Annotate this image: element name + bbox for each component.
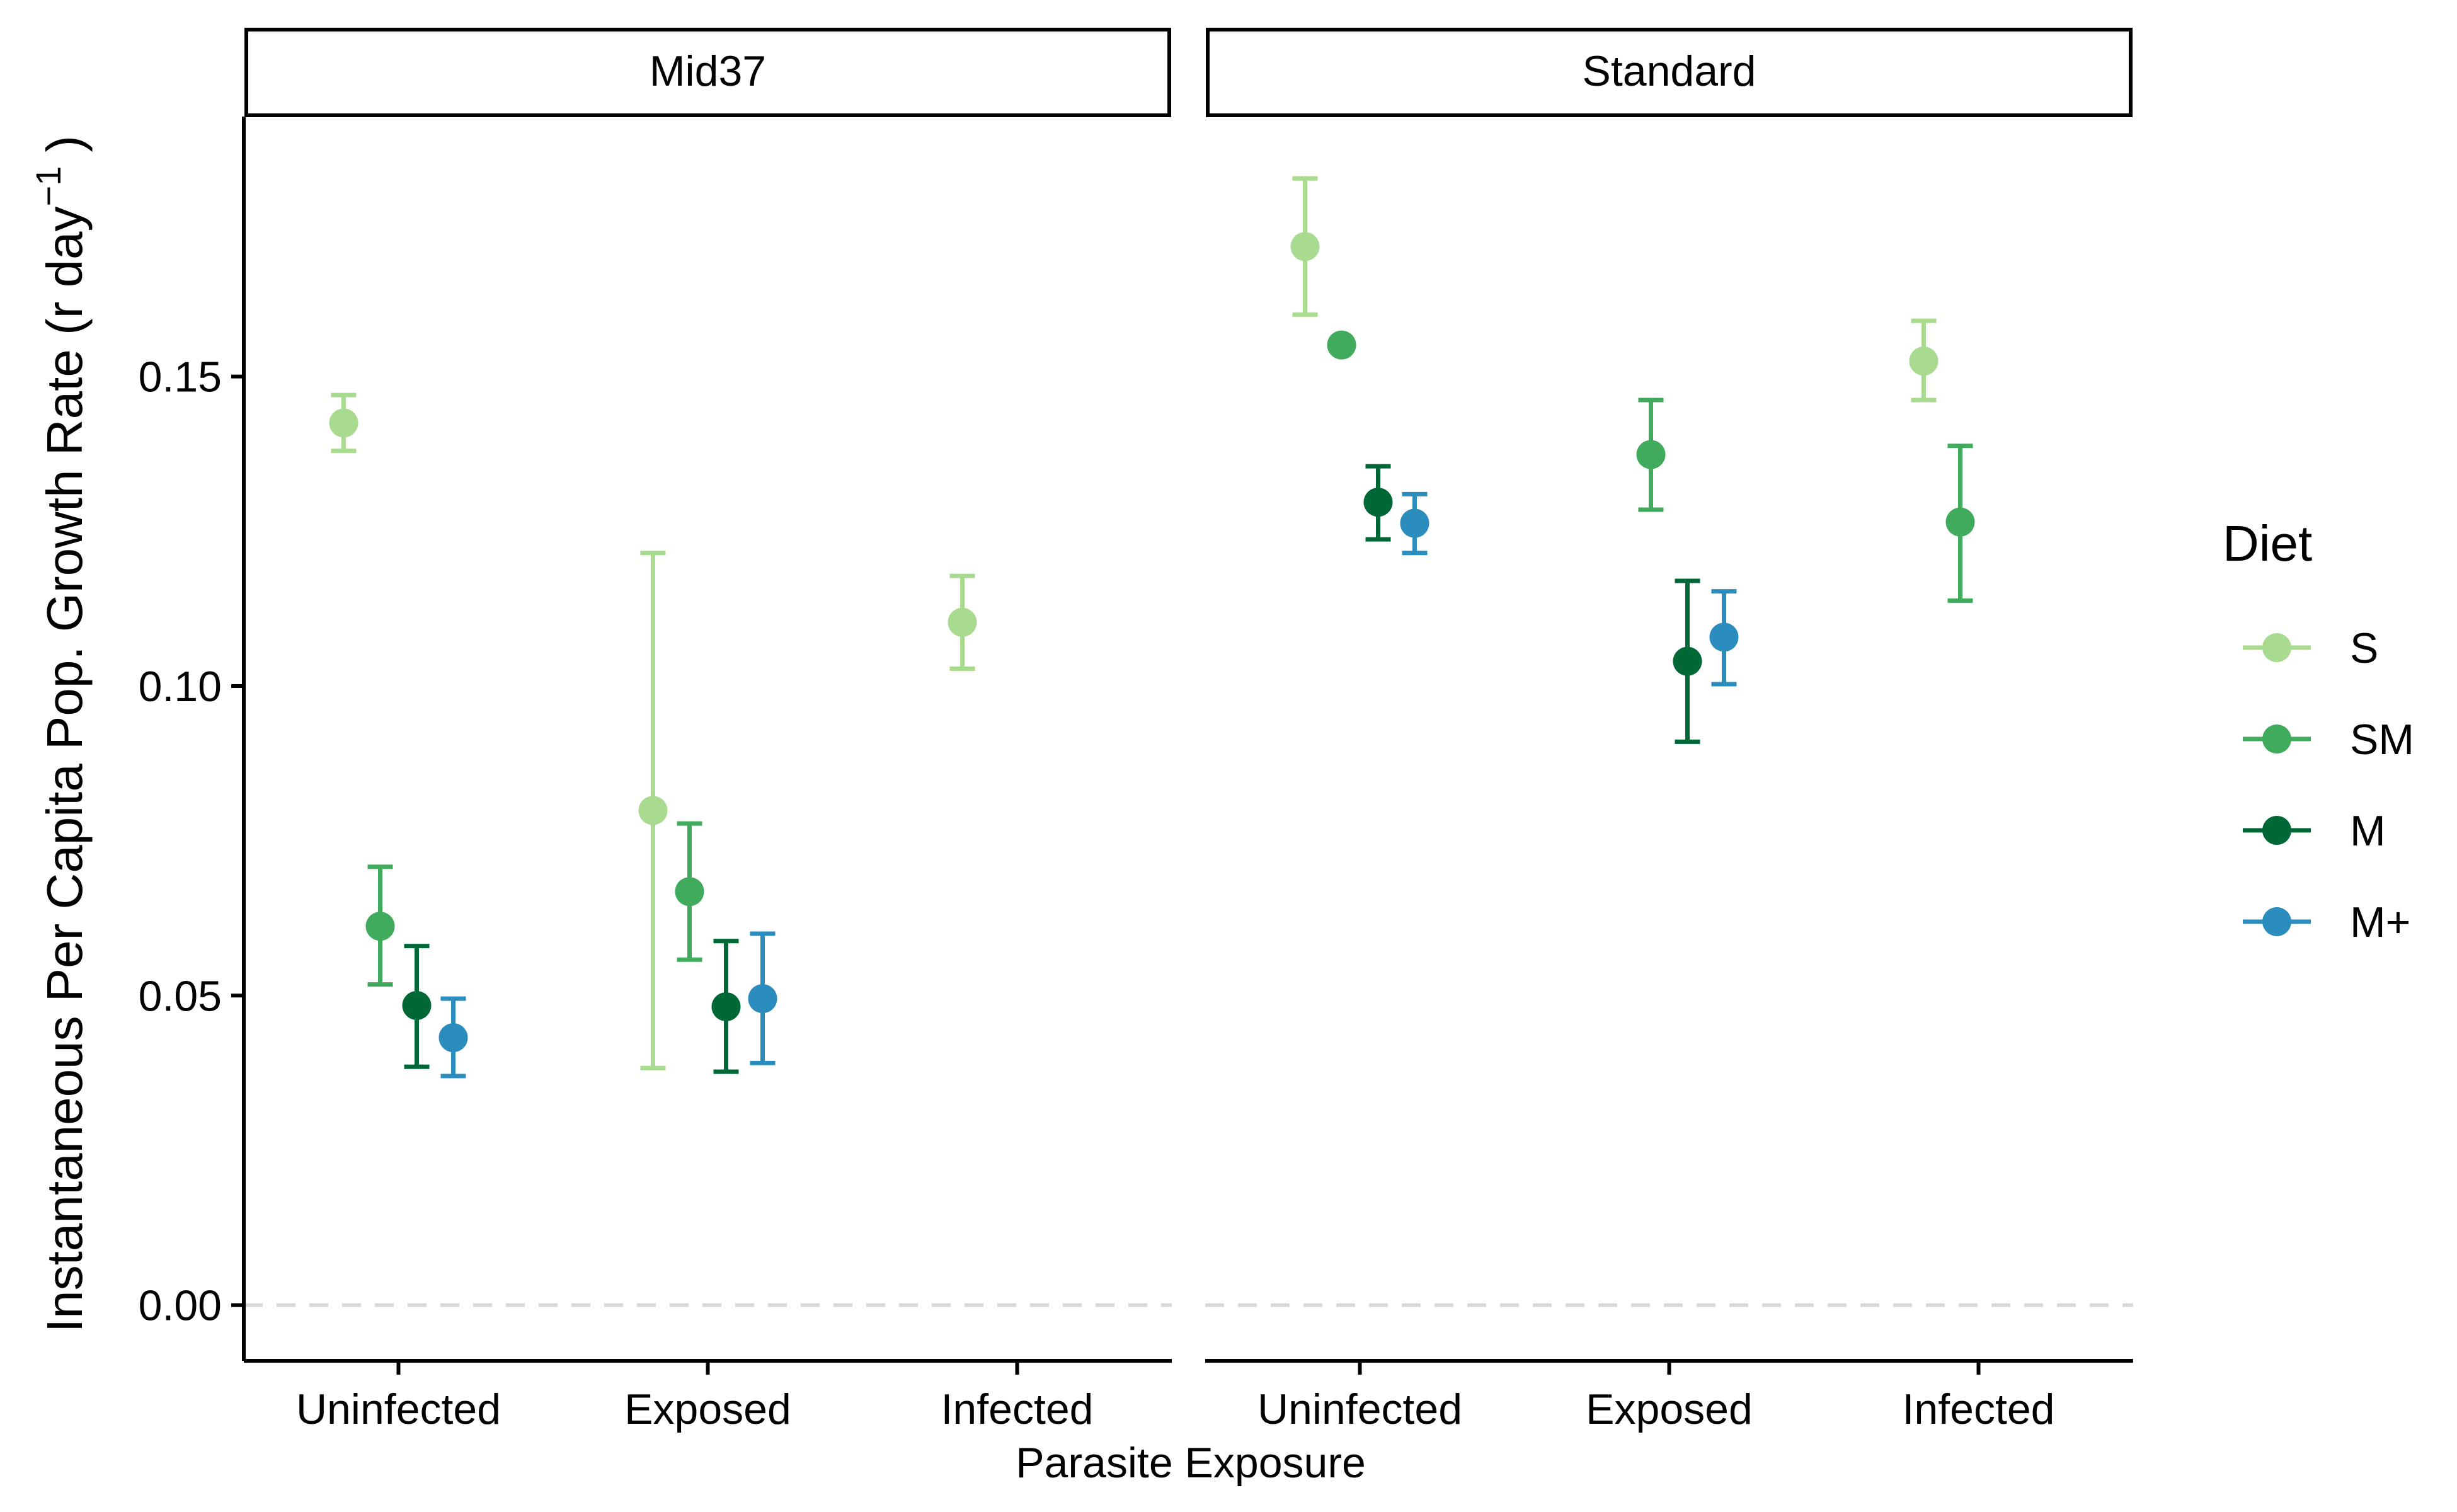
y-tick-label: 0.15: [139, 353, 222, 401]
legend-title: Diet: [2223, 515, 2312, 571]
facet-strip-standard: Standard: [1206, 28, 2133, 117]
point-mid37-uninfected-sm: [365, 864, 395, 987]
y-axis-title-superscript: −1: [28, 166, 68, 207]
point-marker: [1673, 646, 1702, 676]
x-tick-label-infected: Infected: [941, 1385, 1094, 1433]
x-tick-label-uninfected: Uninfected: [1257, 1385, 1462, 1433]
legend-label: SM: [2350, 716, 2414, 764]
facet-strip-box: [244, 28, 1171, 117]
x-axis-ticks: Uninfected Exposed Infected Uninfected Expos…: [296, 1361, 2055, 1433]
legend: Diet S SM M M+: [2223, 515, 2414, 946]
legend-entry-m-plus: M+: [2243, 898, 2410, 946]
facet-strips: Mid37 Standard: [244, 28, 2133, 117]
point-marker: [402, 990, 432, 1020]
legend-label: M+: [2350, 898, 2410, 946]
point-mid37-infected-s: [948, 573, 977, 671]
point-standard-infected-sm: [1945, 444, 1975, 603]
legend-label: M: [2350, 807, 2386, 855]
point-standard-uninfected-m-plus: [1400, 491, 1429, 556]
chart-axes: [242, 117, 2133, 1363]
point-marker: [1290, 232, 1320, 261]
point-mid37-exposed-sm: [675, 821, 704, 962]
point-marker: [1709, 622, 1739, 652]
legend-key-marker: [2262, 907, 2291, 936]
point-marker: [1400, 508, 1429, 538]
point-marker: [1636, 440, 1666, 469]
legend-key-marker: [2262, 633, 2291, 662]
point-marker: [675, 877, 704, 907]
point-marker: [1363, 488, 1393, 517]
legend-entry-m: M: [2243, 807, 2386, 855]
point-mid37-exposed-s: [638, 551, 668, 1070]
facet-strip-label: Mid37: [650, 47, 766, 95]
x-tick-label-exposed: Exposed: [1586, 1385, 1753, 1433]
point-marker: [948, 607, 977, 637]
y-axis-ticks: 0.00 0.05 0.10 0.15: [139, 353, 244, 1330]
y-tick-label: 0.05: [139, 972, 222, 1020]
x-tick-label-exposed: Exposed: [624, 1385, 791, 1433]
point-marker: [711, 992, 741, 1021]
point-standard-exposed-sm: [1636, 398, 1666, 512]
point-mid37-exposed-m-plus: [748, 931, 777, 1065]
point-standard-uninfected-m: [1363, 464, 1393, 542]
point-standard-uninfected-sm: [1327, 330, 1356, 360]
legend-label: S: [2350, 624, 2378, 672]
y-axis-title: Instantaneous Per Capita Pop. Growth Rat…: [28, 135, 93, 1332]
point-marker: [748, 984, 777, 1014]
point-mid37-uninfected-m-plus: [438, 996, 468, 1079]
y-axis-title-main: Instantaneous Per Capita Pop. Growth Rat…: [37, 206, 93, 1332]
point-mid37-uninfected-m: [402, 944, 432, 1069]
point-standard-uninfected-s: [1290, 176, 1320, 317]
point-marker: [365, 912, 395, 941]
facet-strip-label: Standard: [1583, 47, 1756, 95]
point-marker: [638, 796, 668, 825]
point-marker: [329, 408, 358, 438]
point-marker: [438, 1023, 468, 1053]
y-tick-label: 0.00: [139, 1282, 222, 1330]
point-standard-infected-s: [1909, 318, 1939, 403]
legend-entry-s: S: [2243, 624, 2378, 672]
point-mid37-exposed-m: [711, 939, 741, 1074]
legend-entry-sm: SM: [2243, 716, 2414, 764]
facet-strip-box: [1206, 28, 2133, 117]
y-axis-title-close: ): [37, 135, 93, 152]
facet-strip-mid37: Mid37: [244, 28, 1171, 117]
legend-entries: S SM M M+: [2243, 624, 2414, 946]
chart-marks: [329, 176, 1975, 1079]
x-tick-label-infected: Infected: [1903, 1385, 2055, 1433]
x-tick-label-uninfected: Uninfected: [296, 1385, 501, 1433]
x-axis-title: Parasite Exposure: [1016, 1439, 1366, 1487]
point-marker: [1909, 346, 1939, 376]
y-tick-label: 0.10: [139, 663, 222, 711]
point-standard-exposed-m: [1673, 578, 1702, 744]
point-mid37-uninfected-s: [329, 392, 358, 454]
legend-key-marker: [2262, 816, 2291, 845]
point-marker: [1945, 507, 1975, 537]
point-marker: [1327, 330, 1356, 360]
point-standard-exposed-m-plus: [1709, 589, 1739, 687]
legend-key-marker: [2262, 724, 2291, 753]
